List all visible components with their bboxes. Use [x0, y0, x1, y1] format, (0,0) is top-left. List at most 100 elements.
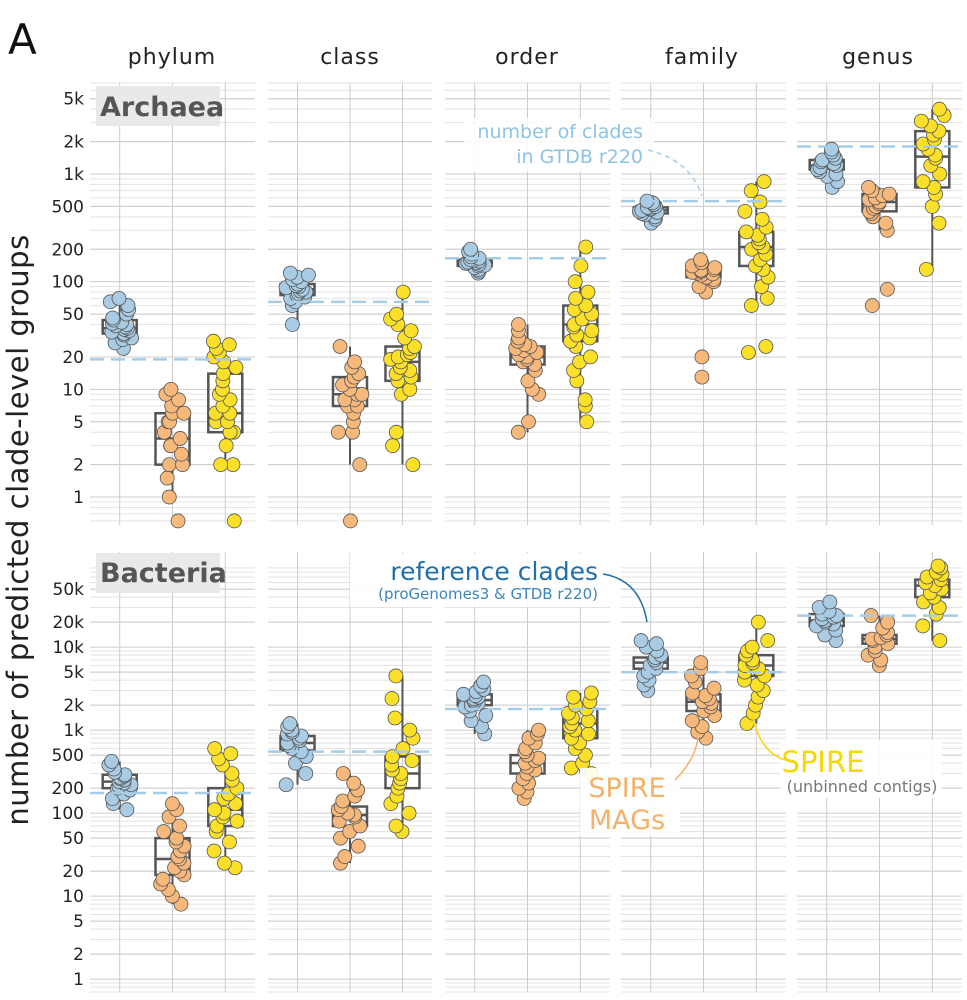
row-title-bg-archaea: [96, 86, 220, 126]
data-point-mags: [173, 446, 189, 462]
data-point-spire: [743, 183, 759, 199]
data-point-spire: [213, 457, 229, 473]
data-point-spire: [913, 113, 929, 129]
data-point-reference: [282, 716, 298, 731]
mags-annotation-line1: SPIRE: [588, 773, 665, 804]
data-point-mags: [531, 722, 547, 738]
data-point-mags: [706, 680, 722, 696]
row-title-archaea: Archaea: [100, 92, 224, 123]
data-point-spire: [932, 101, 947, 117]
gtdb-annotation-line2: in GTDB r220: [516, 146, 643, 168]
data-point-spire: [741, 345, 756, 360]
row-title-bacteria: Bacteria: [100, 558, 227, 589]
y-tick-label-archaea: 20: [62, 348, 84, 368]
reference-annotation-pointer: [602, 573, 648, 623]
mags-annotation-line2: MAGs: [589, 805, 665, 836]
data-point-mags: [330, 424, 346, 440]
data-point-reference: [476, 674, 491, 690]
data-point-spire: [222, 834, 237, 850]
data-point-spire: [915, 618, 931, 634]
y-tick-label-bacteria: 50k: [53, 580, 85, 600]
data-point-mags: [156, 824, 172, 839]
y-tick-label-bacteria: 10k: [53, 638, 85, 658]
data-point-reference: [298, 766, 314, 781]
data-point-spire: [217, 855, 232, 871]
data-point-mags: [694, 369, 710, 385]
spire-annotation-pointer: [751, 714, 786, 761]
data-point-spire: [385, 438, 400, 454]
data-point-mags: [170, 513, 186, 529]
gtdb-annotation-line1: number of clades: [477, 121, 643, 143]
y-tick-label-bacteria: 200: [52, 779, 84, 799]
data-point-spire: [915, 174, 931, 190]
data-point-spire: [388, 818, 404, 834]
data-point-spire: [384, 691, 400, 706]
data-point-reference: [104, 754, 119, 769]
spire-annotation-bg: [780, 740, 942, 798]
data-point-spire: [760, 633, 776, 648]
y-tick-label-archaea: 5k: [63, 90, 84, 110]
data-point-spire: [228, 359, 244, 375]
data-point-reference: [105, 310, 121, 326]
data-point-spire: [931, 215, 947, 231]
data-point-spire: [395, 284, 411, 300]
data-point-spire: [404, 753, 420, 768]
data-point-spire: [405, 457, 421, 473]
data-point-spire: [401, 805, 417, 821]
data-point-reference: [119, 802, 135, 818]
gtdb-annotation-pointer: [647, 149, 703, 197]
data-point-mags: [350, 838, 366, 854]
data-point-mags: [165, 796, 180, 812]
y-tick-label-bacteria: 100: [52, 804, 84, 824]
data-point-reference: [278, 777, 294, 793]
data-point-spire: [930, 558, 946, 574]
y-tick-label-archaea: 2: [73, 456, 84, 476]
data-point-mags: [161, 489, 177, 505]
spire-annotation-subtitle: (unbinned contigs): [787, 777, 938, 796]
data-point-mags: [707, 260, 723, 276]
data-point-spire: [395, 741, 411, 756]
data-point-spire: [402, 381, 418, 397]
data-point-reference: [111, 290, 127, 306]
y-tick-label-archaea: 50: [62, 305, 84, 325]
column-label-order: order: [495, 45, 559, 70]
data-point-spire: [229, 813, 245, 829]
data-point-spire: [388, 424, 404, 440]
data-point-spire: [580, 284, 596, 300]
panel-letter: A: [8, 15, 37, 64]
y-tick-label-bacteria: 1k: [63, 721, 84, 741]
data-point-reference: [282, 265, 298, 281]
data-point-mags: [343, 513, 358, 529]
data-point-spire: [207, 802, 223, 818]
data-point-mags: [172, 818, 187, 834]
data-point-reference: [633, 633, 649, 648]
y-tick-label-archaea: 200: [52, 240, 84, 260]
data-point-spire: [758, 339, 774, 354]
reference-annotation-bg: [350, 553, 610, 607]
data-point-reference: [649, 636, 664, 652]
data-point-mags: [520, 373, 536, 389]
data-point-spire: [223, 746, 239, 762]
data-point-mags: [337, 849, 353, 864]
data-point-reference: [284, 317, 300, 332]
y-tick-label-bacteria: 500: [52, 746, 84, 766]
data-point-reference: [463, 241, 479, 257]
data-point-reference: [822, 594, 838, 610]
data-point-mags: [864, 298, 880, 313]
data-point-spire: [932, 166, 948, 182]
data-point-mags: [172, 431, 188, 446]
data-point-spire: [743, 298, 759, 313]
data-point-spire: [385, 749, 400, 764]
data-point-mags: [510, 424, 526, 440]
y-tick-label-bacteria: 50: [62, 829, 84, 849]
y-tick-label-archaea: 100: [52, 273, 84, 293]
data-point-mags: [155, 871, 171, 887]
data-point-mags: [694, 349, 710, 365]
y-tick-label-bacteria: 10: [62, 887, 84, 907]
data-point-spire: [568, 290, 584, 306]
data-point-reference: [301, 267, 316, 283]
data-point-spire: [759, 290, 775, 306]
data-point-spire: [924, 199, 940, 214]
reference-annotation-subtitle: (proGenomes3 & GTDB r220): [378, 585, 598, 603]
